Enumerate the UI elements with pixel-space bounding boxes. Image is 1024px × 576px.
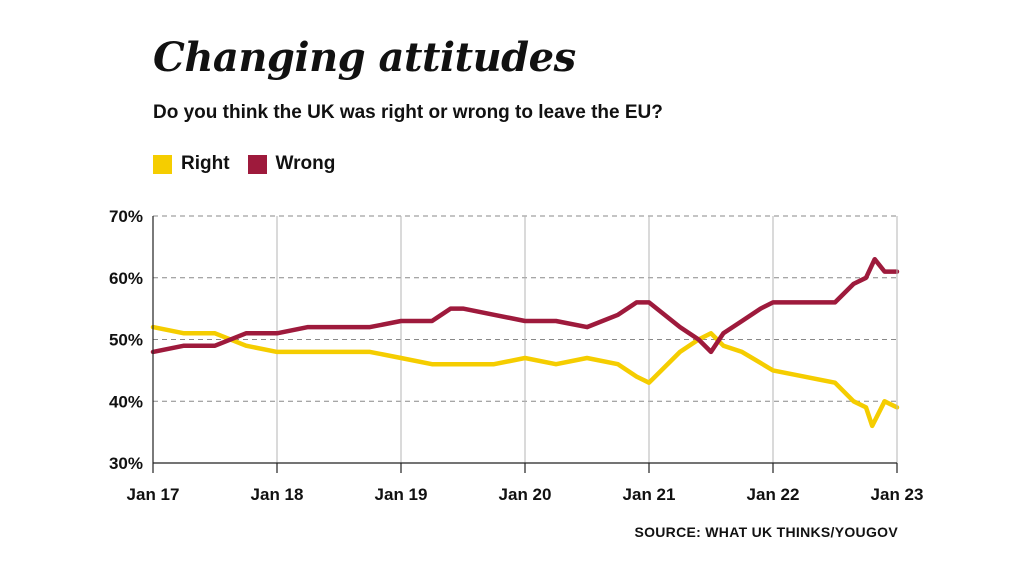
y-tick-label: 60% — [109, 269, 143, 288]
x-tick-label: Jan 19 — [375, 485, 428, 504]
chart-title: Changing attitudes — [153, 34, 576, 81]
y-tick-label: 70% — [109, 207, 143, 226]
axes — [152, 216, 898, 473]
x-tick-label: Jan 17 — [127, 485, 180, 504]
series-lines — [150, 256, 900, 429]
x-tick-label: Jan 20 — [499, 485, 552, 504]
legend-swatch-wrong — [247, 154, 267, 174]
x-tick-label: Jan 23 — [871, 485, 924, 504]
y-tick-label: 30% — [109, 454, 143, 473]
legend-label-right: Right — [181, 153, 230, 174]
chart-subtitle: Do you think the UK was right or wrong t… — [153, 102, 663, 123]
series-line-wrong — [150, 256, 900, 355]
y-tick-label: 50% — [109, 331, 143, 350]
y-tick-label: 40% — [109, 392, 143, 411]
legend-item-wrong: Wrong — [247, 153, 336, 175]
legend-item-right: Right — [153, 153, 230, 175]
grid-lines — [153, 215, 897, 463]
x-tick-label: Jan 22 — [747, 485, 800, 504]
legend-swatch-right — [153, 154, 172, 174]
x-tick-label: Jan 21 — [623, 485, 676, 504]
x-tick-label: Jan 18 — [251, 485, 304, 504]
series-line-right — [150, 324, 900, 429]
legend: Right Wrong — [153, 153, 335, 175]
tick-labels: 30% 40% 50% 60% 70% Jan 17 Jan 18 Jan 19 Jan 20 J… — [109, 207, 924, 504]
source-note: SOURCE: WHAT UK THINKS/YOUGOV — [634, 524, 898, 540]
legend-label-wrong: Wrong — [275, 153, 336, 174]
